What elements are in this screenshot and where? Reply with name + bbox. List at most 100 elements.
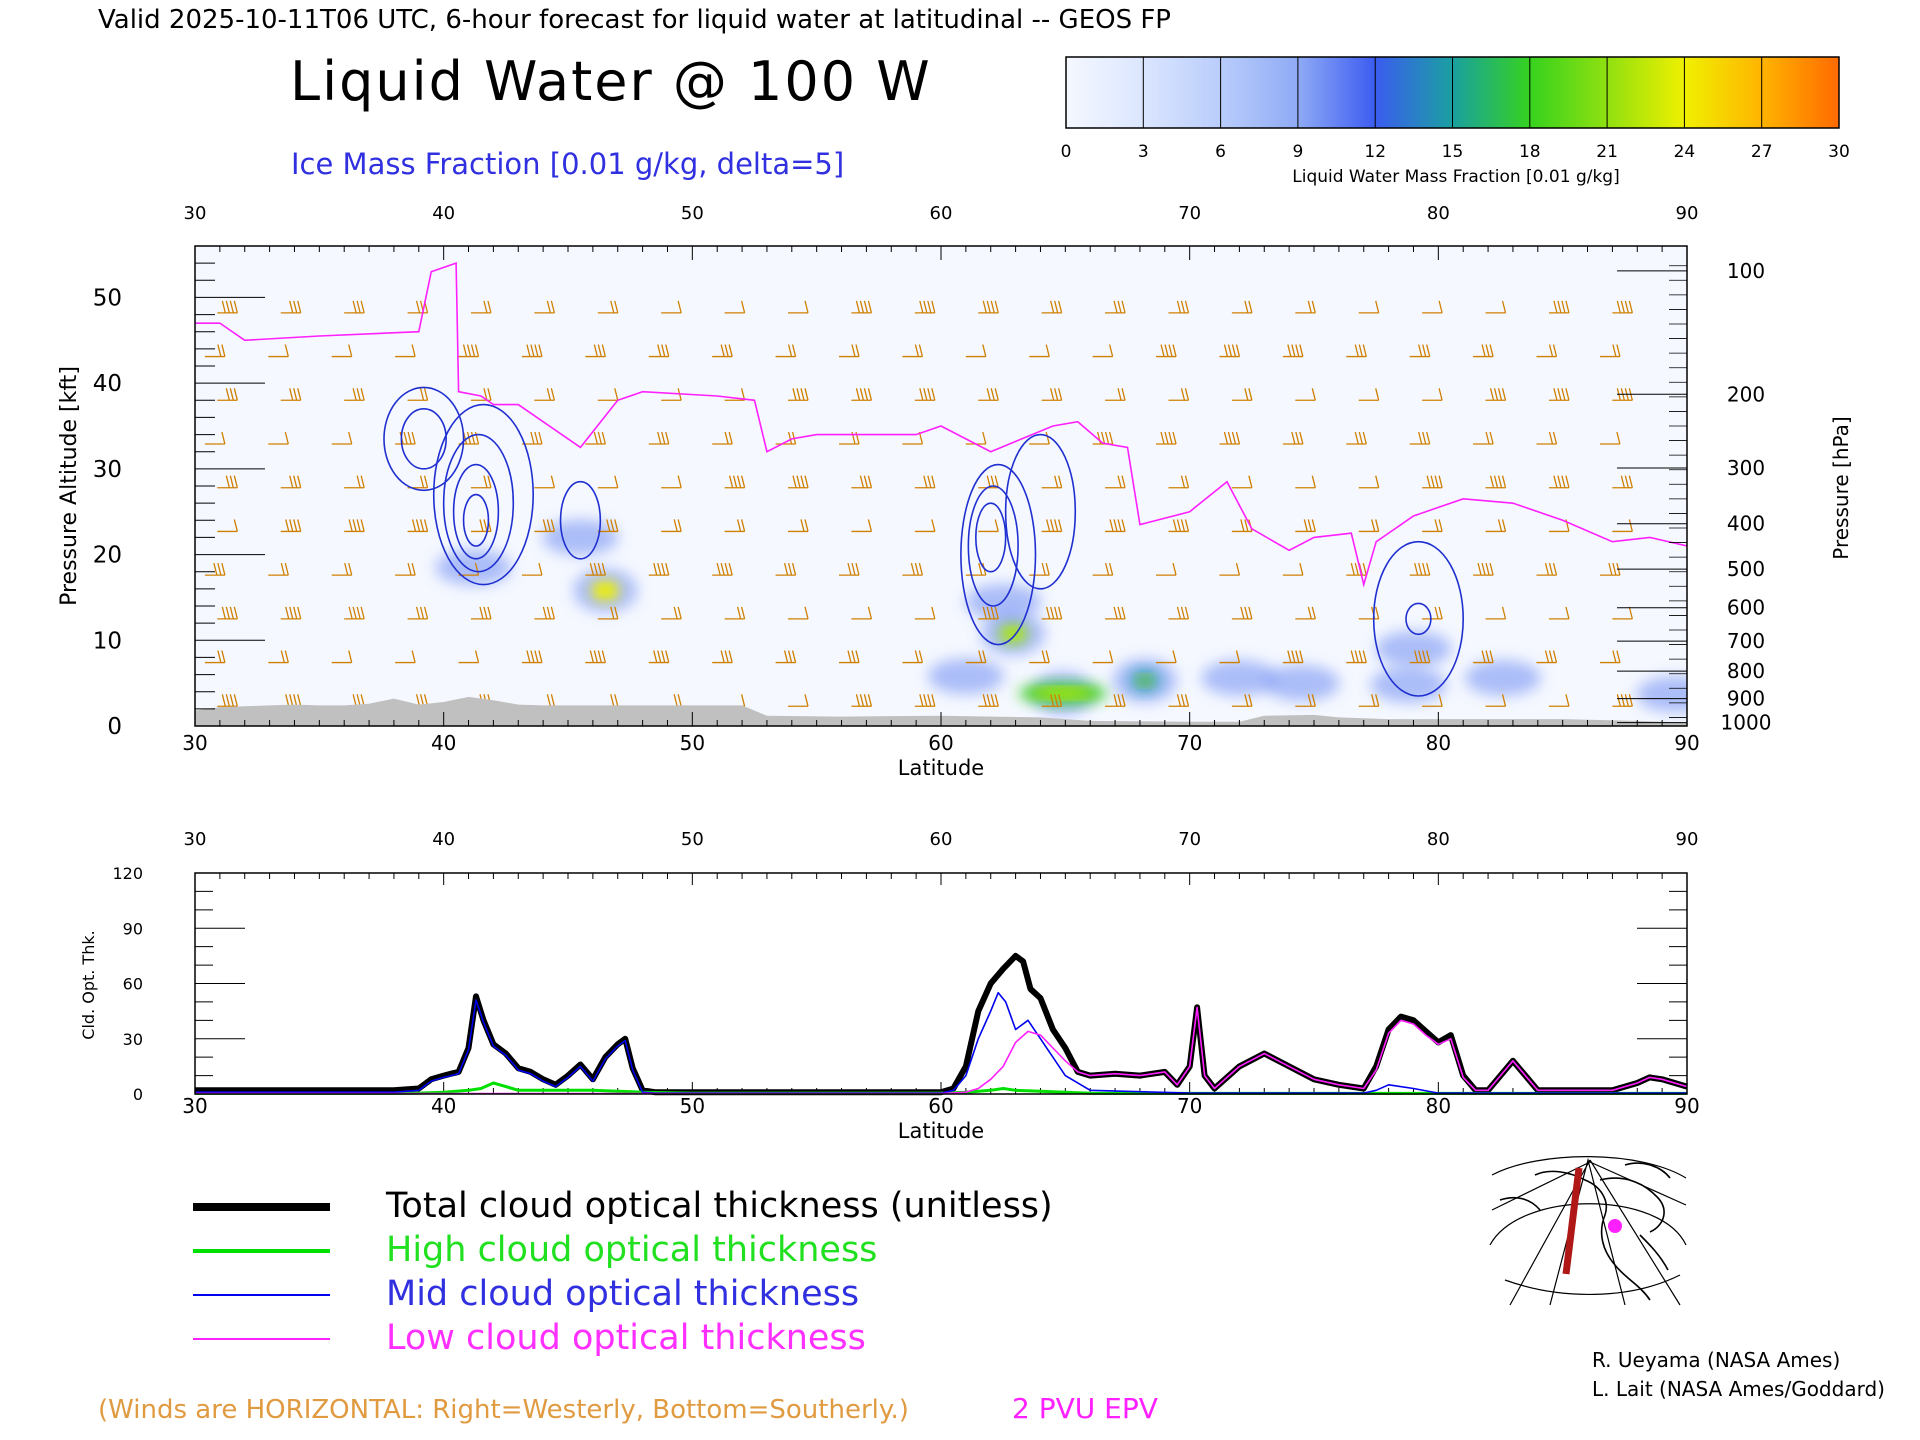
tropopause-2pvu [195,262,1687,588]
wind-barb [331,344,353,358]
wind-barb [788,519,809,533]
colorbar-segment [1143,57,1222,128]
wind-barb [978,606,999,620]
pressure-tick-label: 900 [1727,687,1765,711]
wind-barb [597,300,619,314]
wind-barb [1485,475,1507,489]
wind-barb [407,519,429,533]
wind-barb [851,388,873,401]
top-x-tick-label-upper: 50 [681,203,704,224]
wind-barb [344,606,365,620]
ice-contour [967,485,1019,607]
wind-barb [204,344,226,358]
wind-barb [965,650,987,664]
ice-contour [559,480,602,560]
wind-barb [1485,519,1507,533]
top-y-tick-label: 30 [93,457,122,483]
bottom-x-tick-label: 80 [1426,1094,1451,1118]
liquid-water-blob [542,519,619,556]
bottom-x-tick-label: 30 [182,1094,207,1118]
colorbar-segment [1684,57,1763,128]
wind-barb [1612,694,1633,707]
colorbar-segment [1529,57,1608,128]
top-xlabel: Latitude [898,756,984,780]
colorbar-segment [1220,57,1299,128]
wind-barb [597,519,619,533]
wind-barb [1156,562,1177,576]
top-x-tick-label: 70 [1177,731,1202,755]
terrain-fill [195,696,1687,726]
wind-barb [1295,694,1316,707]
ice-contour [960,463,1037,646]
wind-barb [458,650,480,664]
colorbar-tick-label: 12 [1364,142,1386,162]
wind-barb [851,300,873,314]
wind-barb [1612,475,1633,489]
top-y-tick-label: 10 [93,628,122,654]
colorbar-segment [1375,57,1453,128]
wind-barb [344,300,365,314]
wind-barb [331,431,353,445]
colorbar-tick-label: 24 [1674,142,1696,162]
wind-barb [1231,300,1253,314]
wind-barb [217,300,238,314]
colorbar-tick-label: 15 [1442,142,1464,162]
pressure-tick-label: 500 [1727,557,1765,581]
wind-barb [1473,650,1494,664]
wind-barb [1422,606,1443,620]
wind-barb [1219,562,1241,576]
wind-barb [344,388,365,401]
wind-barb [597,388,619,401]
bottom-x-tick-label-upper: 30 [184,829,207,850]
wind-barb [217,694,238,707]
winds-note: (Winds are HORIZONTAL: Right=Westerly, B… [98,1395,909,1425]
colorbar: 0 3 6 9 12 15 18 21 24 27 30 [1061,56,1850,162]
colorbar-tick-label: 27 [1751,142,1773,162]
credit-2: L. Lait (NASA Ames/Goddard) [1592,1377,1885,1401]
bottom-x-tick-label: 50 [680,1094,705,1118]
wind-barb [585,431,606,445]
top-x-tick-label: 40 [431,731,456,755]
wind-barb [724,606,746,620]
colorbar-segment [1297,57,1376,128]
wind-barb [1473,344,1494,358]
wind-barb [280,300,302,314]
wind-barb [1485,694,1507,707]
wind-barb [914,694,936,707]
bottom-x-tick-label-upper: 50 [681,829,704,850]
wind-barb [268,344,289,358]
wind-barb [1422,694,1443,707]
wind-barb [407,388,429,401]
wind-barb [1599,431,1621,445]
wind-barb [1168,475,1190,489]
wind-barb [712,344,733,358]
tropopause-line [195,262,1687,588]
top-x-tick-label: 30 [182,731,207,755]
wind-barb [914,388,936,401]
wind-barb [775,562,797,576]
liquid-water-blob [1201,660,1278,696]
bottom-x-tick-label: 90 [1674,1094,1699,1118]
wind-barb [521,562,543,576]
wind-barb [1422,388,1443,401]
wind-barb [1346,650,1367,664]
wind-barb [1358,475,1380,489]
top-y-tick-label: 40 [93,371,122,397]
bottom-x-tick-label-upper: 80 [1427,829,1450,850]
pressure-tick-label: 1000 [1721,711,1772,735]
wind-barb [217,475,238,489]
bottom-plot-frame [194,872,1688,1095]
wind-barb [914,606,936,620]
bottom-y-tick-label: 120 [112,864,143,883]
colorbar-tick-label: 21 [1596,142,1618,162]
wind-barb [395,650,416,664]
wind-barb [280,519,302,533]
wind-barb [1029,431,1050,445]
colorbar-segment [1452,57,1531,128]
wind-barb [1346,344,1367,358]
wind-barb [838,344,860,358]
bottom-x-tick-label: 70 [1177,1094,1202,1118]
pvu-label: 2 PVU EPV [1012,1392,1158,1425]
wind-barb [597,606,619,620]
wind-barb [838,650,860,664]
